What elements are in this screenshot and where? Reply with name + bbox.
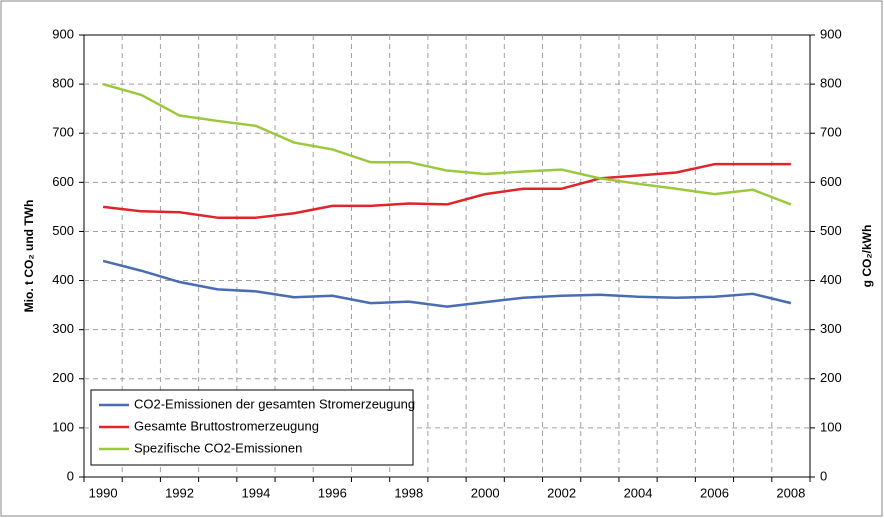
y-tick-label: 700 — [52, 125, 74, 140]
y-tick-label: 600 — [52, 174, 74, 189]
legend-label: Spezifische CO2-Emissionen — [134, 440, 302, 455]
legend-label: CO2-Emissionen der gesamten Stromerzeugu… — [134, 396, 415, 411]
x-tick-label: 2004 — [624, 485, 653, 500]
y2-tick-label: 400 — [820, 272, 842, 287]
y-tick-label: 0 — [67, 468, 74, 483]
y-axis-title: Mio. t CO₂ und TWh — [22, 200, 36, 313]
x-tick-label: 1992 — [165, 485, 194, 500]
x-tick-label: 2002 — [547, 485, 576, 500]
y-tick-label: 400 — [52, 272, 74, 287]
y2-tick-label: 900 — [820, 26, 842, 41]
x-tick-label: 1998 — [394, 485, 423, 500]
y2-tick-label: 100 — [820, 419, 842, 434]
x-tick-label: 1996 — [318, 485, 347, 500]
series-line — [102, 162, 791, 219]
x-tick-label: 1990 — [89, 485, 118, 500]
y2-tick-label: 600 — [820, 174, 842, 189]
y2-tick-label: 800 — [820, 76, 842, 91]
series-line — [102, 82, 792, 206]
y-tick-label: 300 — [52, 321, 74, 336]
x-tick-label: 2006 — [700, 485, 729, 500]
y-tick-label: 100 — [52, 419, 74, 434]
y-tick-label: 500 — [52, 223, 74, 238]
x-tick-label: 2008 — [776, 485, 805, 500]
y-tick-label: 900 — [52, 26, 74, 41]
y2-tick-label: 700 — [820, 125, 842, 140]
series-line — [102, 259, 792, 308]
legend-box — [90, 389, 414, 466]
y2-tick-label: 300 — [820, 321, 842, 336]
legend-label: Gesamte Bruttostromerzeugung — [134, 418, 319, 433]
y2-tick-label: 0 — [820, 468, 827, 483]
x-tick-label: 1994 — [241, 485, 270, 500]
y-tick-label: 800 — [52, 76, 74, 91]
y2-axis-title: g CO₂/kWh — [860, 225, 874, 288]
y-tick-label: 200 — [52, 370, 74, 385]
y2-tick-label: 500 — [820, 223, 842, 238]
y2-tick-label: 200 — [820, 370, 842, 385]
x-tick-label: 2000 — [471, 485, 500, 500]
